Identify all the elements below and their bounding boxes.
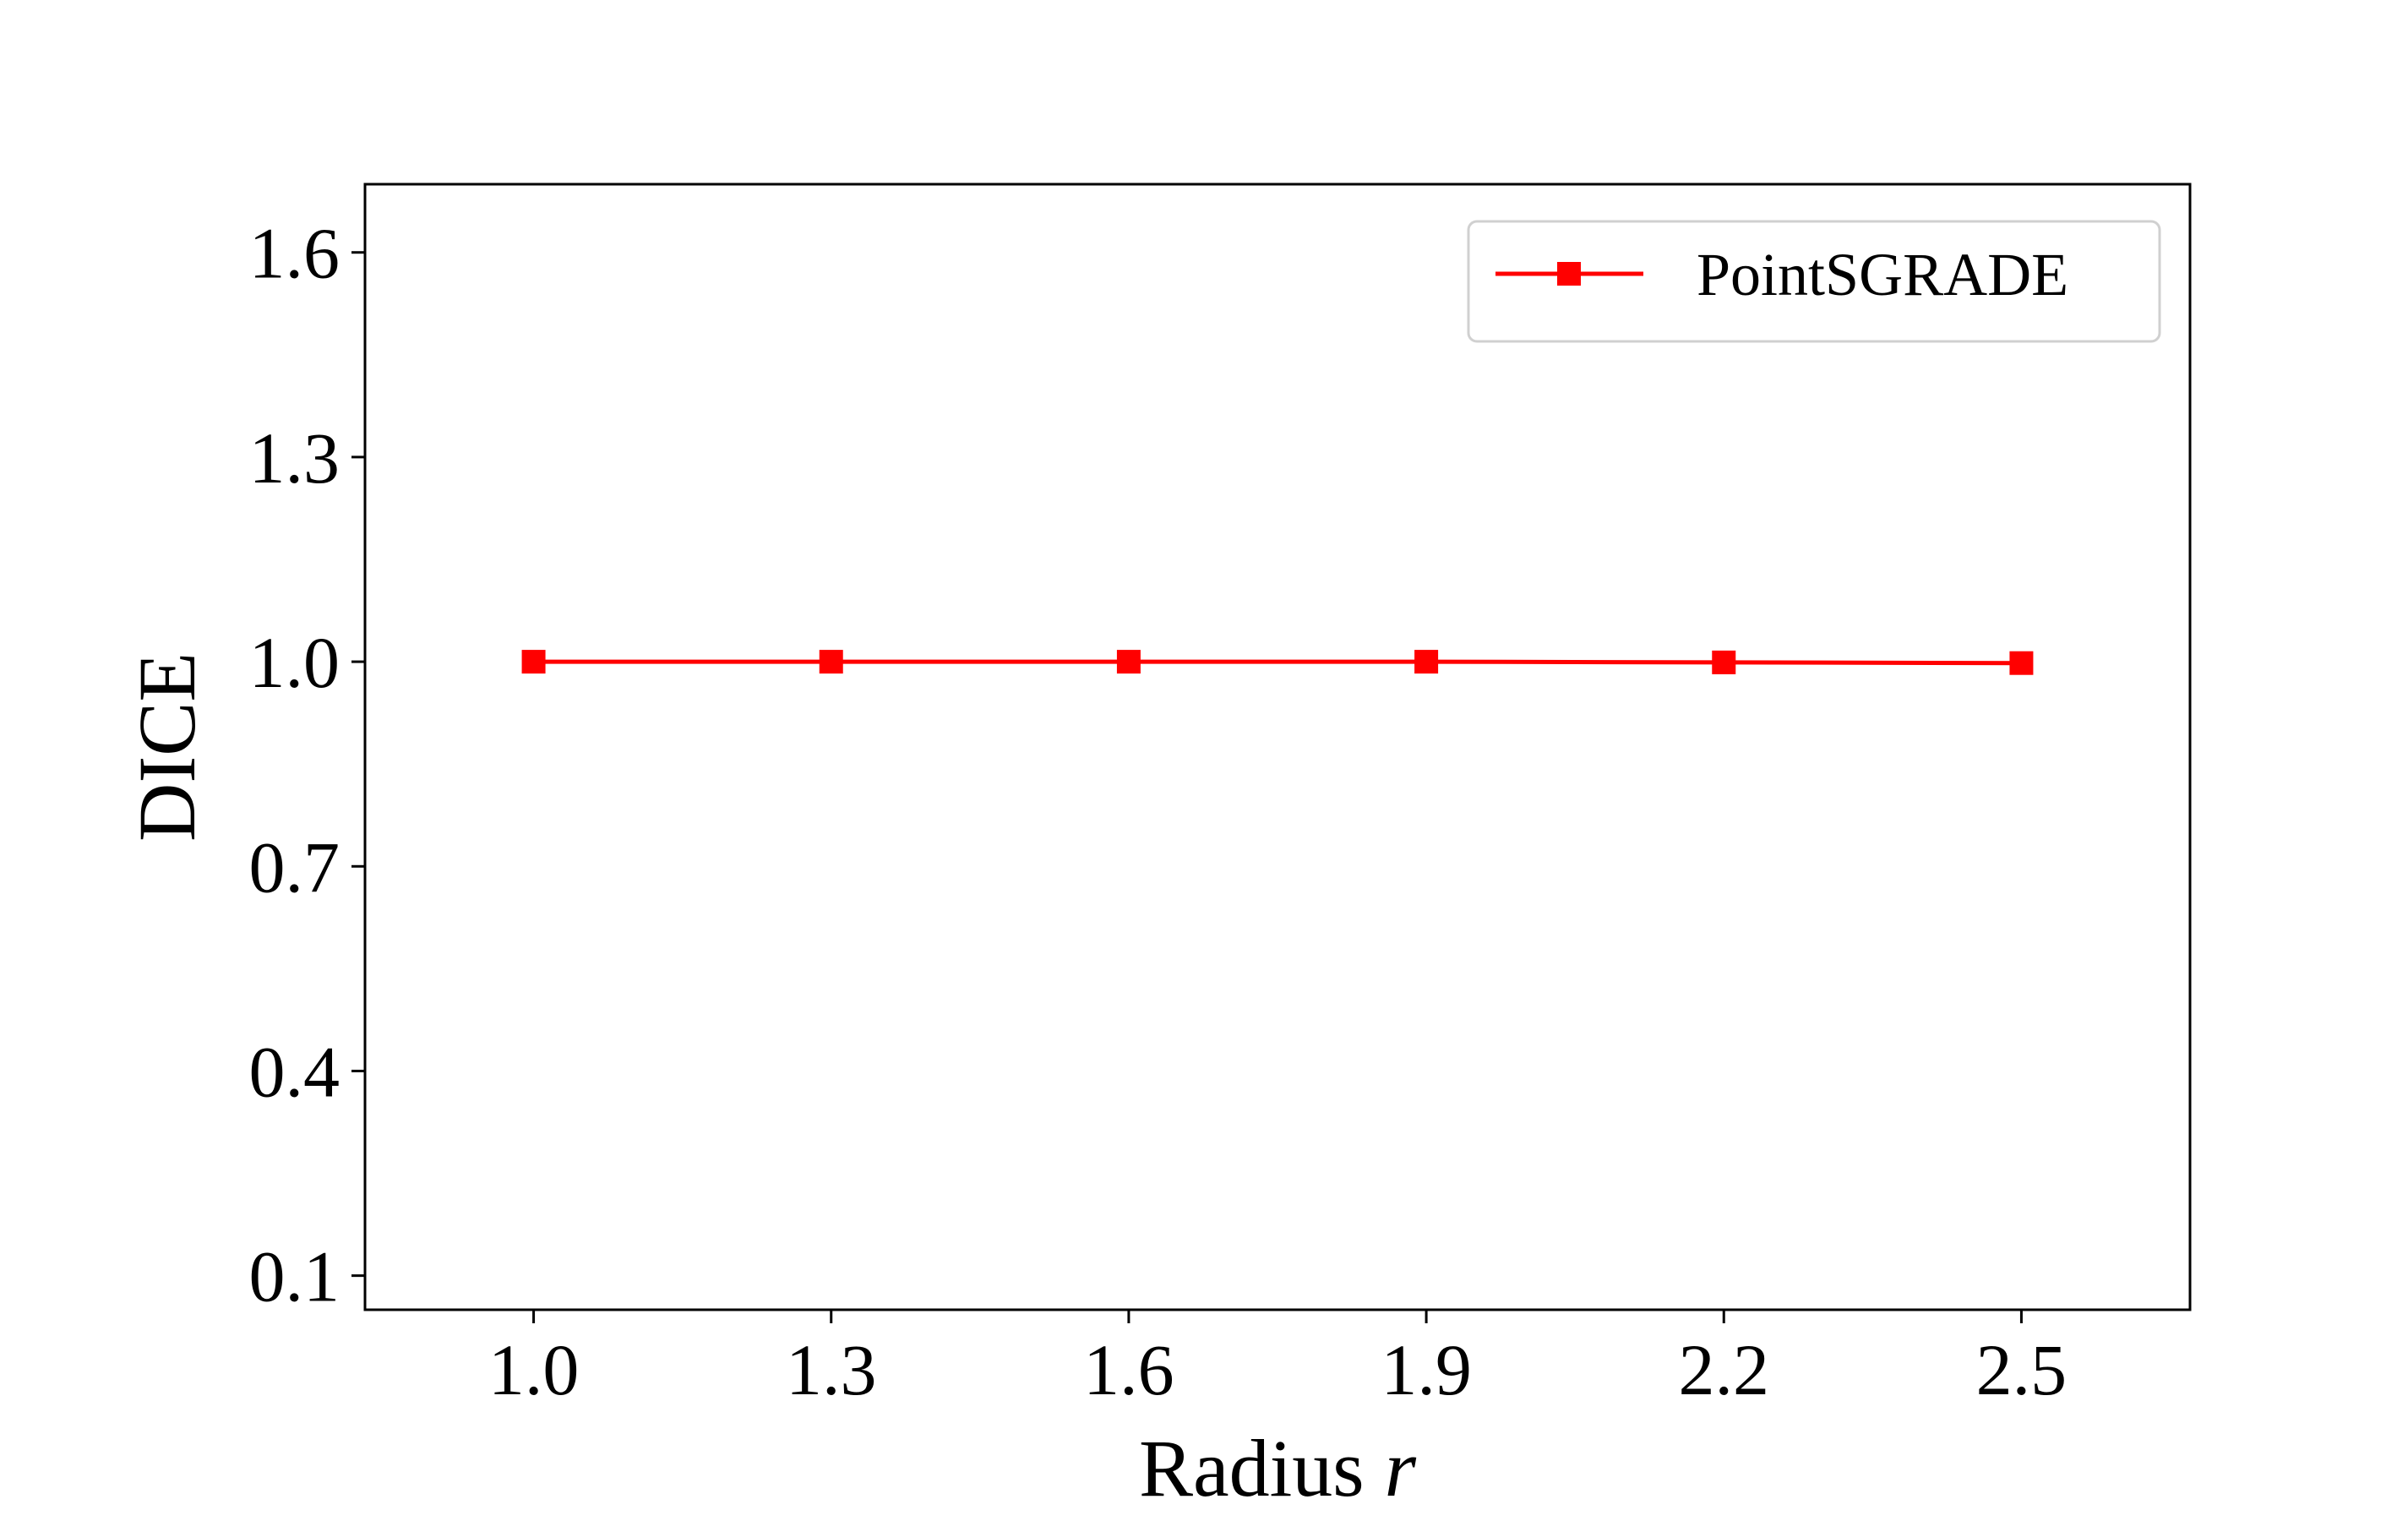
y-tick-label: 1.0: [249, 622, 340, 703]
legend-label: PointSGRADE: [1697, 241, 2068, 308]
y-tick-label: 0.1: [249, 1236, 340, 1317]
data-point-marker: [1116, 650, 1141, 674]
plot-frame: [363, 183, 2192, 1311]
x-axis-ticks: 1.0 1.3 1.6 1.9 2.2 2.5: [488, 1310, 2067, 1410]
x-tick-label: 1.6: [1083, 1329, 1174, 1410]
y-tick-label: 1.6: [249, 213, 340, 294]
data-point-marker: [819, 650, 843, 674]
y-axis-ticks: 0.1 0.4 0.7 1.0 1.3 1.6: [249, 213, 365, 1317]
legend-box: [1467, 220, 2161, 343]
x-tick-label: 1.3: [786, 1329, 877, 1410]
legend: PointSGRADE: [1467, 220, 2161, 343]
legend-marker: [1557, 262, 1581, 286]
series-line: [533, 659, 2022, 666]
x-axis-label: Radius r: [1139, 1423, 1417, 1513]
data-point-marker: [2009, 651, 2034, 675]
data-point-marker: [1712, 650, 1736, 674]
x-tick-label: 1.9: [1381, 1329, 1472, 1410]
x-tick-label: 1.0: [488, 1329, 580, 1410]
x-tick-label: 2.5: [1976, 1329, 2068, 1410]
y-axis-label: DICE: [122, 652, 212, 842]
data-point-marker: [1414, 650, 1439, 674]
series-layer: [521, 650, 2034, 675]
x-tick-label: 2.2: [1679, 1329, 1770, 1410]
y-tick-label: 0.4: [249, 1031, 340, 1112]
data-point-marker: [521, 650, 546, 674]
y-tick-label: 0.7: [249, 826, 340, 908]
y-tick-label: 1.3: [249, 417, 340, 499]
